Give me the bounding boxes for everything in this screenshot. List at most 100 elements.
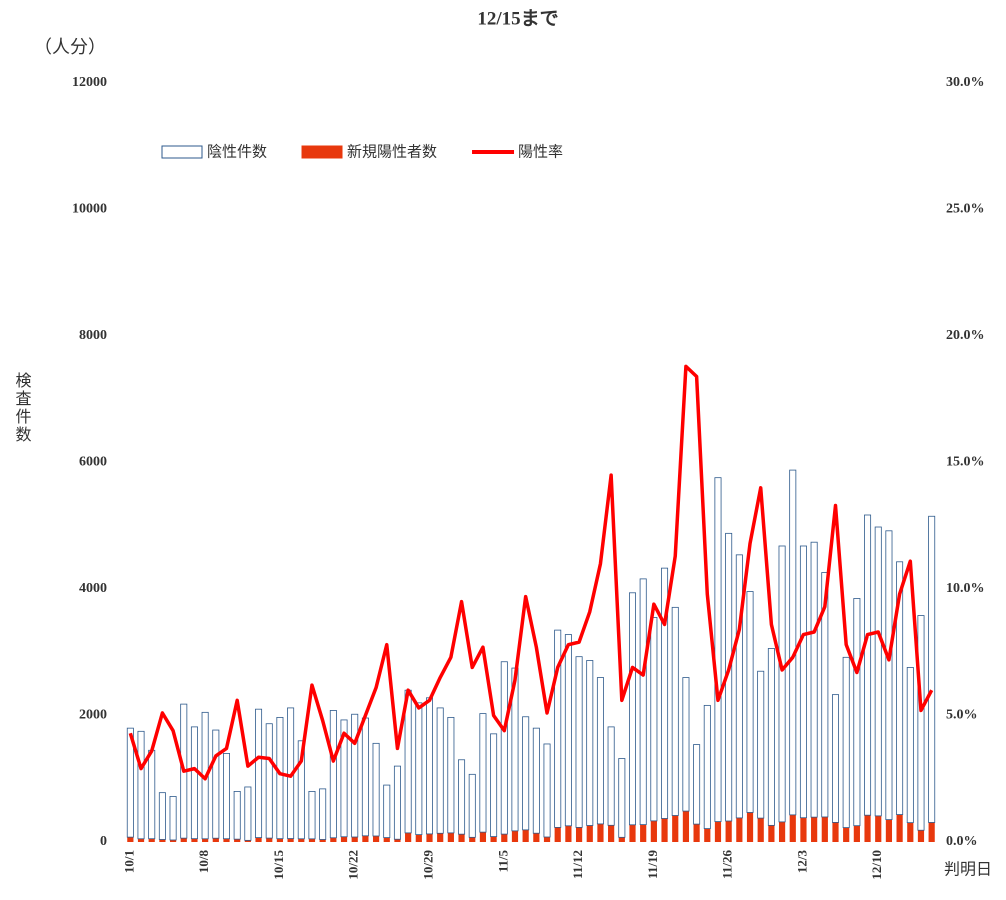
x-tick-label: 10/15 (271, 850, 286, 880)
bar (233, 791, 241, 840)
bar (768, 825, 775, 842)
x-tick-label: 10/1 (121, 850, 136, 873)
bar (479, 832, 487, 842)
bar (661, 818, 668, 842)
bar (725, 821, 732, 842)
y2-tick-label: 30.0% (946, 75, 985, 90)
y2-tick-label: 20.0% (946, 328, 985, 343)
bar (853, 598, 861, 827)
bar (383, 784, 391, 838)
y-tick-label: 2000 (79, 708, 107, 723)
bar (159, 839, 166, 842)
y-unit: （人分） (34, 37, 106, 58)
bar (158, 792, 166, 840)
y-tick-label: 4000 (79, 581, 107, 596)
bar (618, 837, 625, 842)
bar (394, 839, 401, 842)
bar (137, 730, 145, 840)
bar (490, 836, 497, 842)
bar (607, 726, 615, 826)
bar (885, 530, 893, 821)
bar (693, 744, 701, 825)
y-tick-label: 0 (100, 834, 107, 849)
bar (853, 825, 860, 842)
x-tick-label: 11/26 (720, 850, 735, 879)
bar (415, 834, 422, 842)
bar (597, 823, 604, 842)
bar (298, 838, 305, 842)
bar (543, 837, 551, 842)
bar (319, 788, 327, 840)
bar (501, 834, 508, 842)
y2-tick-label: 5.0% (946, 708, 978, 723)
bar (650, 617, 658, 822)
bar (169, 839, 177, 842)
bar (917, 615, 925, 831)
bar (586, 660, 594, 826)
bar (864, 514, 872, 816)
y-tick-label: 12000 (72, 75, 107, 90)
bar (746, 591, 754, 813)
bar (351, 837, 358, 842)
x-tick-label: 11/19 (645, 850, 660, 879)
legend-swatch (301, 145, 343, 159)
bar (896, 814, 903, 842)
bar (821, 572, 829, 818)
bar (490, 733, 498, 837)
y2-tick-label: 0.0% (946, 834, 978, 849)
bar (169, 796, 177, 841)
x-axis-title: 判明日 (944, 860, 992, 879)
bar (682, 677, 690, 812)
bar (586, 825, 593, 842)
bar (629, 824, 636, 842)
bar (223, 753, 230, 840)
bar (629, 592, 636, 826)
bar (735, 554, 743, 819)
bar (234, 839, 241, 842)
bar (287, 838, 294, 842)
bar (436, 707, 444, 834)
bar (543, 743, 551, 838)
bar (362, 835, 369, 842)
bar (447, 832, 454, 842)
bar (180, 838, 187, 842)
bar (405, 832, 412, 842)
bar (736, 817, 743, 842)
bar (244, 786, 252, 841)
legend-swatch (161, 145, 203, 159)
y2-tick-label: 10.0% (946, 581, 985, 596)
bar (426, 697, 433, 835)
bar (928, 515, 936, 823)
bar (437, 833, 444, 842)
x-tick-label: 10/29 (420, 850, 435, 880)
bar (864, 815, 871, 842)
x-tick-label: 10/8 (196, 850, 211, 874)
bar (608, 825, 615, 842)
bar (265, 723, 273, 839)
bar (778, 545, 786, 823)
bar (575, 656, 583, 828)
x-tick-label: 10/22 (346, 850, 361, 880)
y-tick-label: 6000 (79, 455, 107, 470)
bar (191, 838, 198, 842)
y2-tick-label: 15.0% (946, 455, 985, 470)
bar (340, 719, 348, 838)
bar (906, 667, 914, 824)
bar (351, 713, 359, 838)
bar (564, 634, 572, 827)
bar (340, 836, 348, 842)
bar (383, 837, 390, 842)
bar (458, 834, 465, 842)
bar (799, 545, 807, 819)
bar (447, 716, 455, 834)
bar (704, 828, 711, 842)
bar (372, 835, 380, 842)
bar (190, 726, 198, 840)
bar (821, 816, 828, 842)
bar (479, 713, 487, 833)
bar (789, 469, 797, 816)
bar (575, 827, 583, 842)
bar (244, 840, 251, 842)
bar (137, 838, 145, 842)
bar (361, 717, 369, 837)
